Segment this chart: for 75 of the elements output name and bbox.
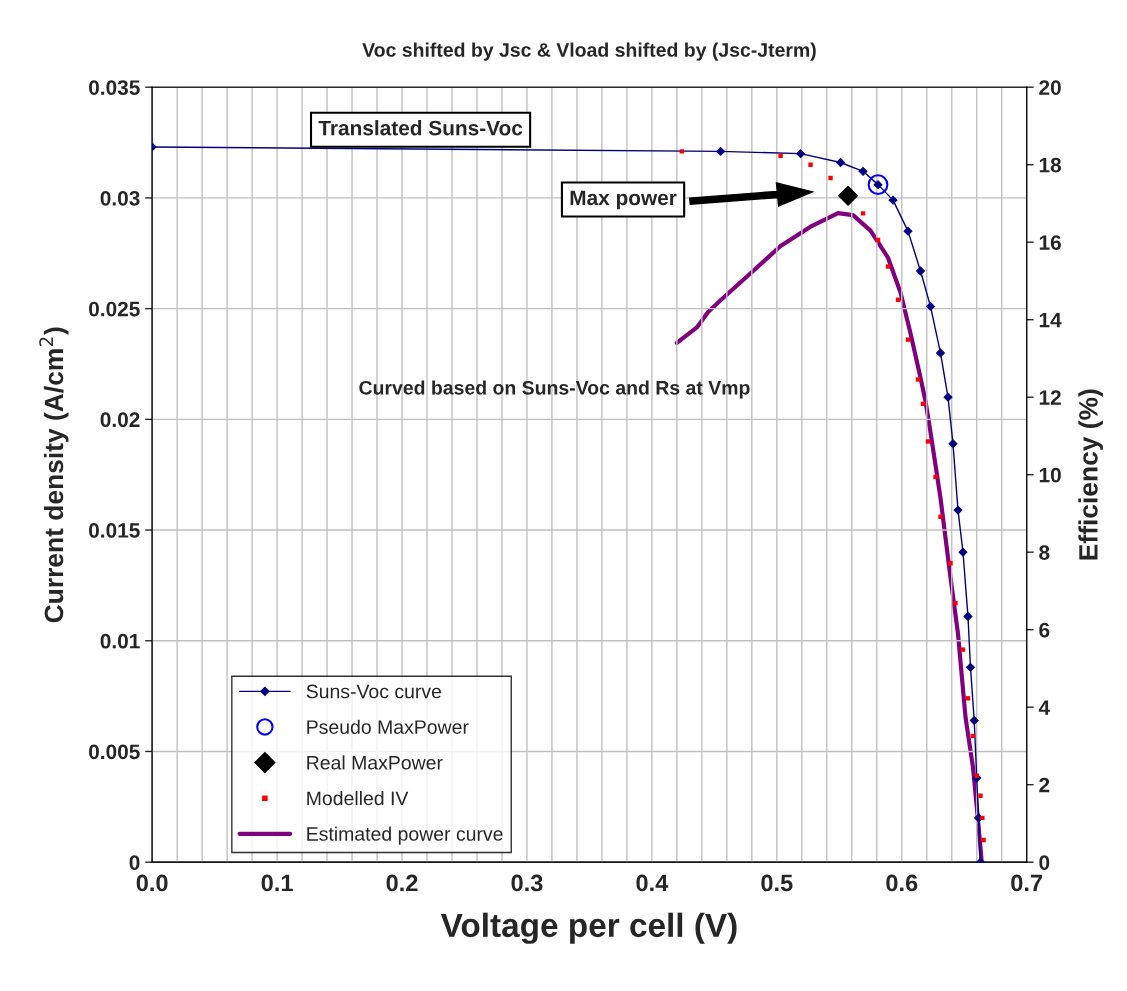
point (867, 174, 889, 195)
point (958, 547, 968, 557)
x-tick-label: 0.7 (1011, 874, 1043, 892)
legend-label: Pseudo MaxPower (307, 719, 469, 734)
point (679, 149, 685, 154)
x-axis-title: Voltage per cell (V) (440, 912, 737, 944)
y2-tick-label: 4 (1038, 700, 1050, 715)
point (888, 195, 898, 205)
point (858, 166, 868, 176)
point (925, 439, 931, 444)
y-tick-label: 0.025 (89, 301, 140, 317)
annotation: Curved based on Suns-Voc and Rs at Vmp (359, 380, 750, 399)
y2-axis-title: Efficiency (%) (1078, 389, 1103, 560)
point (953, 505, 963, 515)
y2-tick-label: 12 (1039, 390, 1061, 405)
x-tick-label: 0.2 (386, 874, 418, 892)
point (948, 439, 958, 449)
point (860, 211, 866, 216)
x-tick-label: 0.4 (636, 874, 669, 892)
point (963, 611, 973, 621)
y2-tick-label: 10 (1039, 467, 1061, 483)
y-tick-label: 0.035 (89, 80, 140, 95)
point (933, 474, 938, 480)
point (838, 185, 859, 206)
point (948, 561, 953, 566)
y2-tick-label: 2 (1039, 777, 1050, 793)
point (980, 815, 985, 821)
y-tick-label: 0 (129, 855, 140, 870)
point (965, 696, 971, 701)
point (916, 266, 925, 276)
point (915, 377, 921, 382)
x-tick-label: 0.6 (886, 874, 918, 892)
point (836, 158, 845, 167)
x-tick-label: 0.1 (261, 874, 293, 892)
point (981, 837, 986, 843)
y2-tick-label: 20 (1039, 80, 1061, 95)
x-tick-label: 0.0 (136, 874, 168, 892)
y2-tick-label: 6 (1039, 622, 1050, 638)
y-axis-title: Current density (A/cm$^{2}$) (39, 327, 69, 623)
point (953, 600, 958, 606)
y2-tick-label: 14 (1039, 312, 1062, 328)
point (960, 647, 966, 652)
point (778, 153, 783, 159)
point (828, 175, 833, 181)
y-tick-label: 0.015 (89, 523, 140, 538)
point (716, 146, 726, 156)
point (903, 226, 913, 236)
y2-tick-label: 16 (1039, 235, 1061, 250)
legend-label: Estimated power curve (307, 826, 503, 845)
x-tick-label: 0.3 (511, 874, 543, 892)
y-tick-label: 0.02 (100, 412, 140, 428)
point (885, 264, 891, 269)
y2-tick-label: 18 (1039, 157, 1062, 173)
point (936, 348, 945, 358)
chart-title: Voc shifted by Jsc & Vload shifted by (Jsc-Jterm) (362, 42, 816, 61)
point (926, 301, 935, 311)
y2-tick-label: 0 (1039, 855, 1050, 870)
y-tick-label: 0.03 (100, 190, 140, 206)
y-tick-label: 0.005 (89, 744, 140, 760)
legend-label: Suns-Voc curve (306, 684, 442, 699)
annotation: Max power (570, 190, 677, 210)
point (796, 149, 806, 159)
point (943, 392, 953, 402)
point (905, 337, 911, 342)
x-tick-label: 0.5 (761, 874, 793, 892)
y2-tick-label: 8 (1039, 545, 1050, 560)
y-tick-label: 0.01 (100, 633, 140, 649)
point (966, 662, 975, 672)
point (808, 162, 813, 167)
legend-label: Real MaxPower (307, 755, 443, 770)
point (969, 716, 979, 725)
point (938, 514, 943, 519)
annotation: Translated Suns-Voc (318, 120, 523, 136)
point (978, 793, 983, 798)
legend-label: Modelled IV (307, 790, 409, 806)
